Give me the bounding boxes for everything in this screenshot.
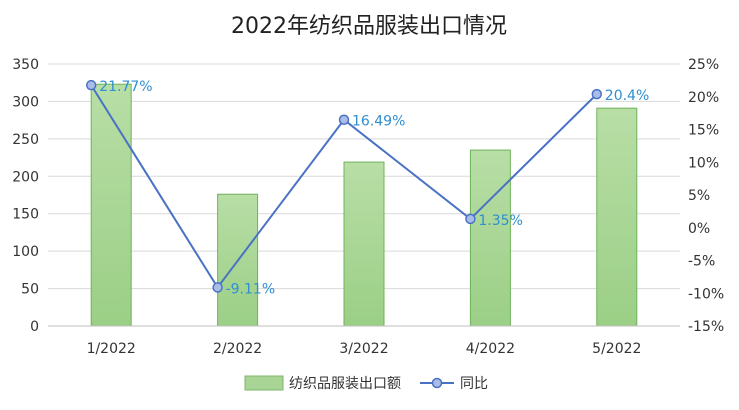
x-tick-label: 3/2022 (339, 341, 388, 357)
x-tick-label: 5/2022 (592, 341, 641, 357)
y-right-tick-label: 0% (688, 221, 710, 237)
y-left-tick-label: 150 (12, 207, 39, 223)
legend-swatch-bar (244, 375, 284, 391)
bar (343, 161, 385, 327)
line-point (338, 114, 350, 125)
yoy-line (85, 79, 603, 293)
y-left-tick-label: 300 (12, 94, 39, 110)
line-point (591, 88, 603, 100)
y-left-tick-label: 0 (30, 319, 39, 335)
y-right-tick-label: 15% (688, 123, 719, 139)
legend-label-bar: 纺织品服装出口额 (289, 376, 401, 392)
data-label: 16.49% (352, 114, 405, 130)
y-left-tick-label: 200 (12, 169, 39, 185)
data-label: 20.4% (605, 88, 649, 104)
line-point (212, 282, 223, 293)
chart-title: 2022年纺织品服装出口情况 (231, 14, 507, 39)
bar (596, 107, 638, 327)
legend: 纺织品服装出口额 同比 (244, 375, 488, 392)
line-point (85, 79, 97, 91)
y-left-tick-label: 100 (12, 244, 39, 260)
y-right-tick-label: 20% (688, 90, 719, 106)
legend-marker (431, 377, 443, 389)
y-right-tick-label: 25% (688, 57, 719, 73)
x-tick-label: 1/2022 (87, 341, 136, 357)
bar (90, 83, 132, 327)
y-right-tick-label: 10% (688, 155, 719, 171)
data-labels: 21.77% -9.11% 16.49% 1.35% 20.4% (99, 79, 649, 297)
x-tick-label: 2/2022 (213, 341, 262, 357)
y-right-tick-label: -5% (688, 254, 715, 270)
y-right-tick-label: -10% (688, 286, 724, 302)
data-label: -9.11% (226, 281, 276, 297)
y-left-tick-label: 50 (21, 282, 39, 298)
bar (469, 149, 511, 327)
y-right-tick-label: -15% (688, 319, 724, 335)
y-left-tick-label: 350 (12, 57, 39, 73)
x-tick-label: 4/2022 (466, 341, 515, 357)
axes: 0 50 100 150 200 250 300 350 -15% -10% -5% 0% 5% 10% 1… (12, 57, 724, 357)
line-point (465, 213, 476, 225)
legend-label-line: 同比 (460, 376, 488, 392)
data-label: 1.35% (478, 213, 522, 229)
y-left-tick-label: 250 (12, 132, 39, 148)
y-right-tick-label: 5% (688, 188, 710, 204)
data-label: 21.77% (99, 79, 152, 95)
